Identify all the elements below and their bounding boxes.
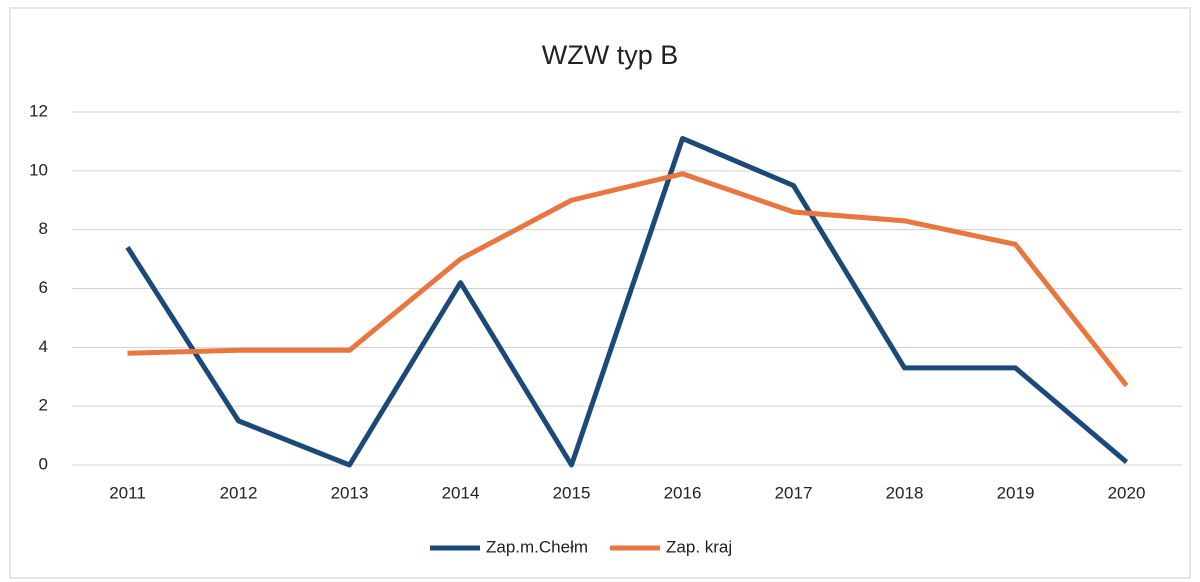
y-tick-label: 0	[39, 454, 48, 473]
x-tick-label: 2018	[886, 483, 924, 502]
y-tick-label: 4	[39, 337, 48, 356]
x-tick-label: 2011	[109, 483, 146, 502]
x-tick-label: 2013	[331, 483, 369, 502]
chart-title: WZW typ B	[542, 40, 679, 70]
x-tick-label: 2014	[442, 483, 480, 502]
x-tick-label: 2020	[1108, 483, 1146, 502]
y-tick-label: 12	[29, 101, 48, 120]
y-tick-label: 8	[39, 219, 48, 238]
legend-label: Zap. kraj	[666, 537, 732, 556]
legend-label: Zap.m.Chełm	[486, 537, 588, 556]
line-series	[127, 171, 1129, 388]
x-tick-label: 2015	[553, 483, 591, 502]
x-tick-label: 2017	[775, 483, 813, 502]
y-tick-label: 6	[39, 278, 48, 297]
line-series	[125, 135, 1129, 468]
x-tick-label: 2012	[220, 483, 258, 502]
y-tick-label: 2	[39, 396, 48, 415]
y-tick-label: 10	[29, 160, 48, 179]
chart-frame	[9, 7, 1191, 579]
x-tick-label: 2016	[664, 483, 702, 502]
x-tick-label: 2019	[997, 483, 1035, 502]
